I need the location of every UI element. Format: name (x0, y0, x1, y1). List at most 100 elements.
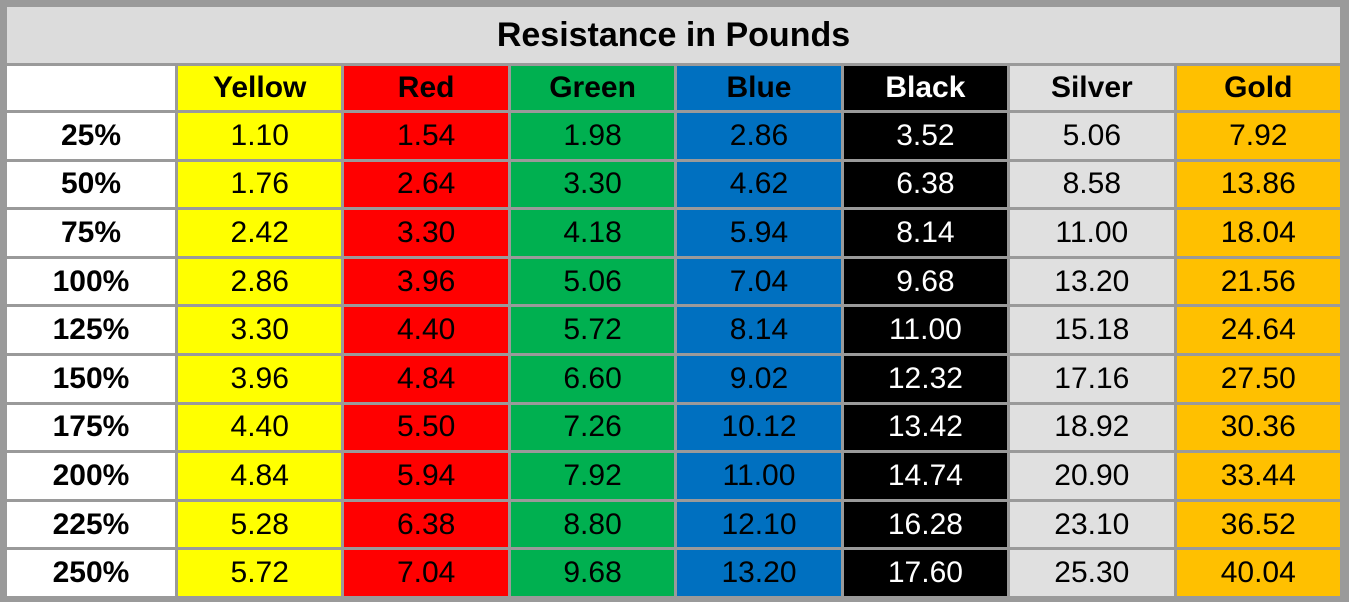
table-cell: 1.76 (178, 161, 342, 208)
table-cell: 8.80 (510, 501, 675, 548)
table-cell: 8.14 (843, 210, 1008, 256)
table-row: 175% 4.40 5.50 7.26 10.12 13.42 18.92 30.36 (7, 404, 1340, 451)
table-cell: 5.94 (677, 210, 841, 256)
row-label: 75% (7, 210, 175, 256)
table-cell: 10.12 (677, 404, 841, 451)
table-cell: 9.68 (510, 550, 675, 596)
table-cell: 5.94 (344, 453, 508, 499)
table-cell: 33.44 (1176, 453, 1340, 499)
row-label: 150% (7, 355, 175, 402)
table-cell: 36.52 (1176, 501, 1340, 548)
table-cell: 14.74 (843, 453, 1008, 499)
table-cell: 5.50 (344, 404, 508, 451)
table-cell: 21.56 (1176, 258, 1340, 305)
column-header-red: Red (344, 66, 508, 110)
table-cell: 3.30 (510, 161, 675, 208)
table-row: 225% 5.28 6.38 8.80 12.10 16.28 23.10 36.52 (7, 501, 1340, 548)
table-cell: 3.30 (344, 210, 508, 256)
table-cell: 6.60 (510, 355, 675, 402)
table-cell: 2.86 (677, 113, 841, 159)
row-label: 125% (7, 307, 175, 353)
column-header-silver: Silver (1010, 66, 1174, 110)
table-cell: 23.10 (1010, 501, 1174, 548)
table-cell: 25.30 (1010, 550, 1174, 596)
table-cell: 11.00 (1010, 210, 1174, 256)
table-cell: 3.96 (344, 258, 508, 305)
table-cell: 8.58 (1010, 161, 1174, 208)
corner-cell (7, 66, 175, 110)
table-cell: 4.84 (178, 453, 342, 499)
table-cell: 2.42 (178, 210, 342, 256)
row-label: 250% (7, 550, 175, 596)
table-cell: 9.68 (843, 258, 1008, 305)
table-cell: 5.28 (178, 501, 342, 548)
table-row: 25% 1.10 1.54 1.98 2.86 3.52 5.06 7.92 (7, 113, 1340, 159)
table-cell: 13.20 (677, 550, 841, 596)
table-cell: 18.04 (1176, 210, 1340, 256)
table-cell: 17.60 (843, 550, 1008, 596)
table-cell: 1.10 (178, 113, 342, 159)
table-row: 100% 2.86 3.96 5.06 7.04 9.68 13.20 21.56 (7, 258, 1340, 305)
table-cell: 27.50 (1176, 355, 1340, 402)
table-cell: 7.04 (677, 258, 841, 305)
table-cell: 3.96 (178, 355, 342, 402)
column-header-blue: Blue (677, 66, 841, 110)
resistance-table: Resistance in Pounds Yellow Red Green Blue B… (4, 4, 1343, 599)
table-cell: 40.04 (1176, 550, 1340, 596)
table-row: 125% 3.30 4.40 5.72 8.14 11.00 15.18 24.64 (7, 307, 1340, 353)
table-cell: 1.98 (510, 113, 675, 159)
table-cell: 12.10 (677, 501, 841, 548)
table-cell: 4.62 (677, 161, 841, 208)
row-label: 175% (7, 404, 175, 451)
table-cell: 5.06 (1010, 113, 1174, 159)
table-cell: 5.72 (510, 307, 675, 353)
table-cell: 16.28 (843, 501, 1008, 548)
table-cell: 11.00 (843, 307, 1008, 353)
table-row: 150% 3.96 4.84 6.60 9.02 12.32 17.16 27.50 (7, 355, 1340, 402)
table-cell: 30.36 (1176, 404, 1340, 451)
table-row: 50% 1.76 2.64 3.30 4.62 6.38 8.58 13.86 (7, 161, 1340, 208)
table-cell: 7.26 (510, 404, 675, 451)
table-cell: 5.72 (178, 550, 342, 596)
table-cell: 6.38 (843, 161, 1008, 208)
table-cell: 11.00 (677, 453, 841, 499)
table-cell: 3.30 (178, 307, 342, 353)
table-cell: 8.14 (677, 307, 841, 353)
table-cell: 2.86 (178, 258, 342, 305)
table-cell: 4.18 (510, 210, 675, 256)
table-cell: 17.16 (1010, 355, 1174, 402)
table-cell: 1.54 (344, 113, 508, 159)
table-cell: 13.20 (1010, 258, 1174, 305)
table-cell: 7.04 (344, 550, 508, 596)
column-header-yellow: Yellow (178, 66, 342, 110)
column-header-gold: Gold (1176, 66, 1340, 110)
row-label: 25% (7, 113, 175, 159)
row-label: 100% (7, 258, 175, 305)
table-cell: 4.40 (178, 404, 342, 451)
table-cell: 4.40 (344, 307, 508, 353)
table-cell: 3.52 (843, 113, 1008, 159)
table-cell: 7.92 (1176, 113, 1340, 159)
table-cell: 20.90 (1010, 453, 1174, 499)
table-cell: 13.86 (1176, 161, 1340, 208)
row-label: 200% (7, 453, 175, 499)
table-cell: 13.42 (843, 404, 1008, 451)
table-cell: 7.92 (510, 453, 675, 499)
table-cell: 15.18 (1010, 307, 1174, 353)
table-cell: 4.84 (344, 355, 508, 402)
row-label: 50% (7, 161, 175, 208)
table-body: 25% 1.10 1.54 1.98 2.86 3.52 5.06 7.92 50% 1.76 2.… (7, 113, 1340, 596)
table-title: Resistance in Pounds (7, 7, 1340, 63)
table-cell: 24.64 (1176, 307, 1340, 353)
column-header-row: Yellow Red Green Blue Black Silver Gold (7, 66, 1340, 110)
table-cell: 18.92 (1010, 404, 1174, 451)
table-cell: 12.32 (843, 355, 1008, 402)
table-cell: 2.64 (344, 161, 508, 208)
table-cell: 6.38 (344, 501, 508, 548)
column-header-black: Black (843, 66, 1008, 110)
row-label: 225% (7, 501, 175, 548)
column-header-green: Green (510, 66, 675, 110)
table-row: 250% 5.72 7.04 9.68 13.20 17.60 25.30 40.04 (7, 550, 1340, 596)
table-cell: 5.06 (510, 258, 675, 305)
